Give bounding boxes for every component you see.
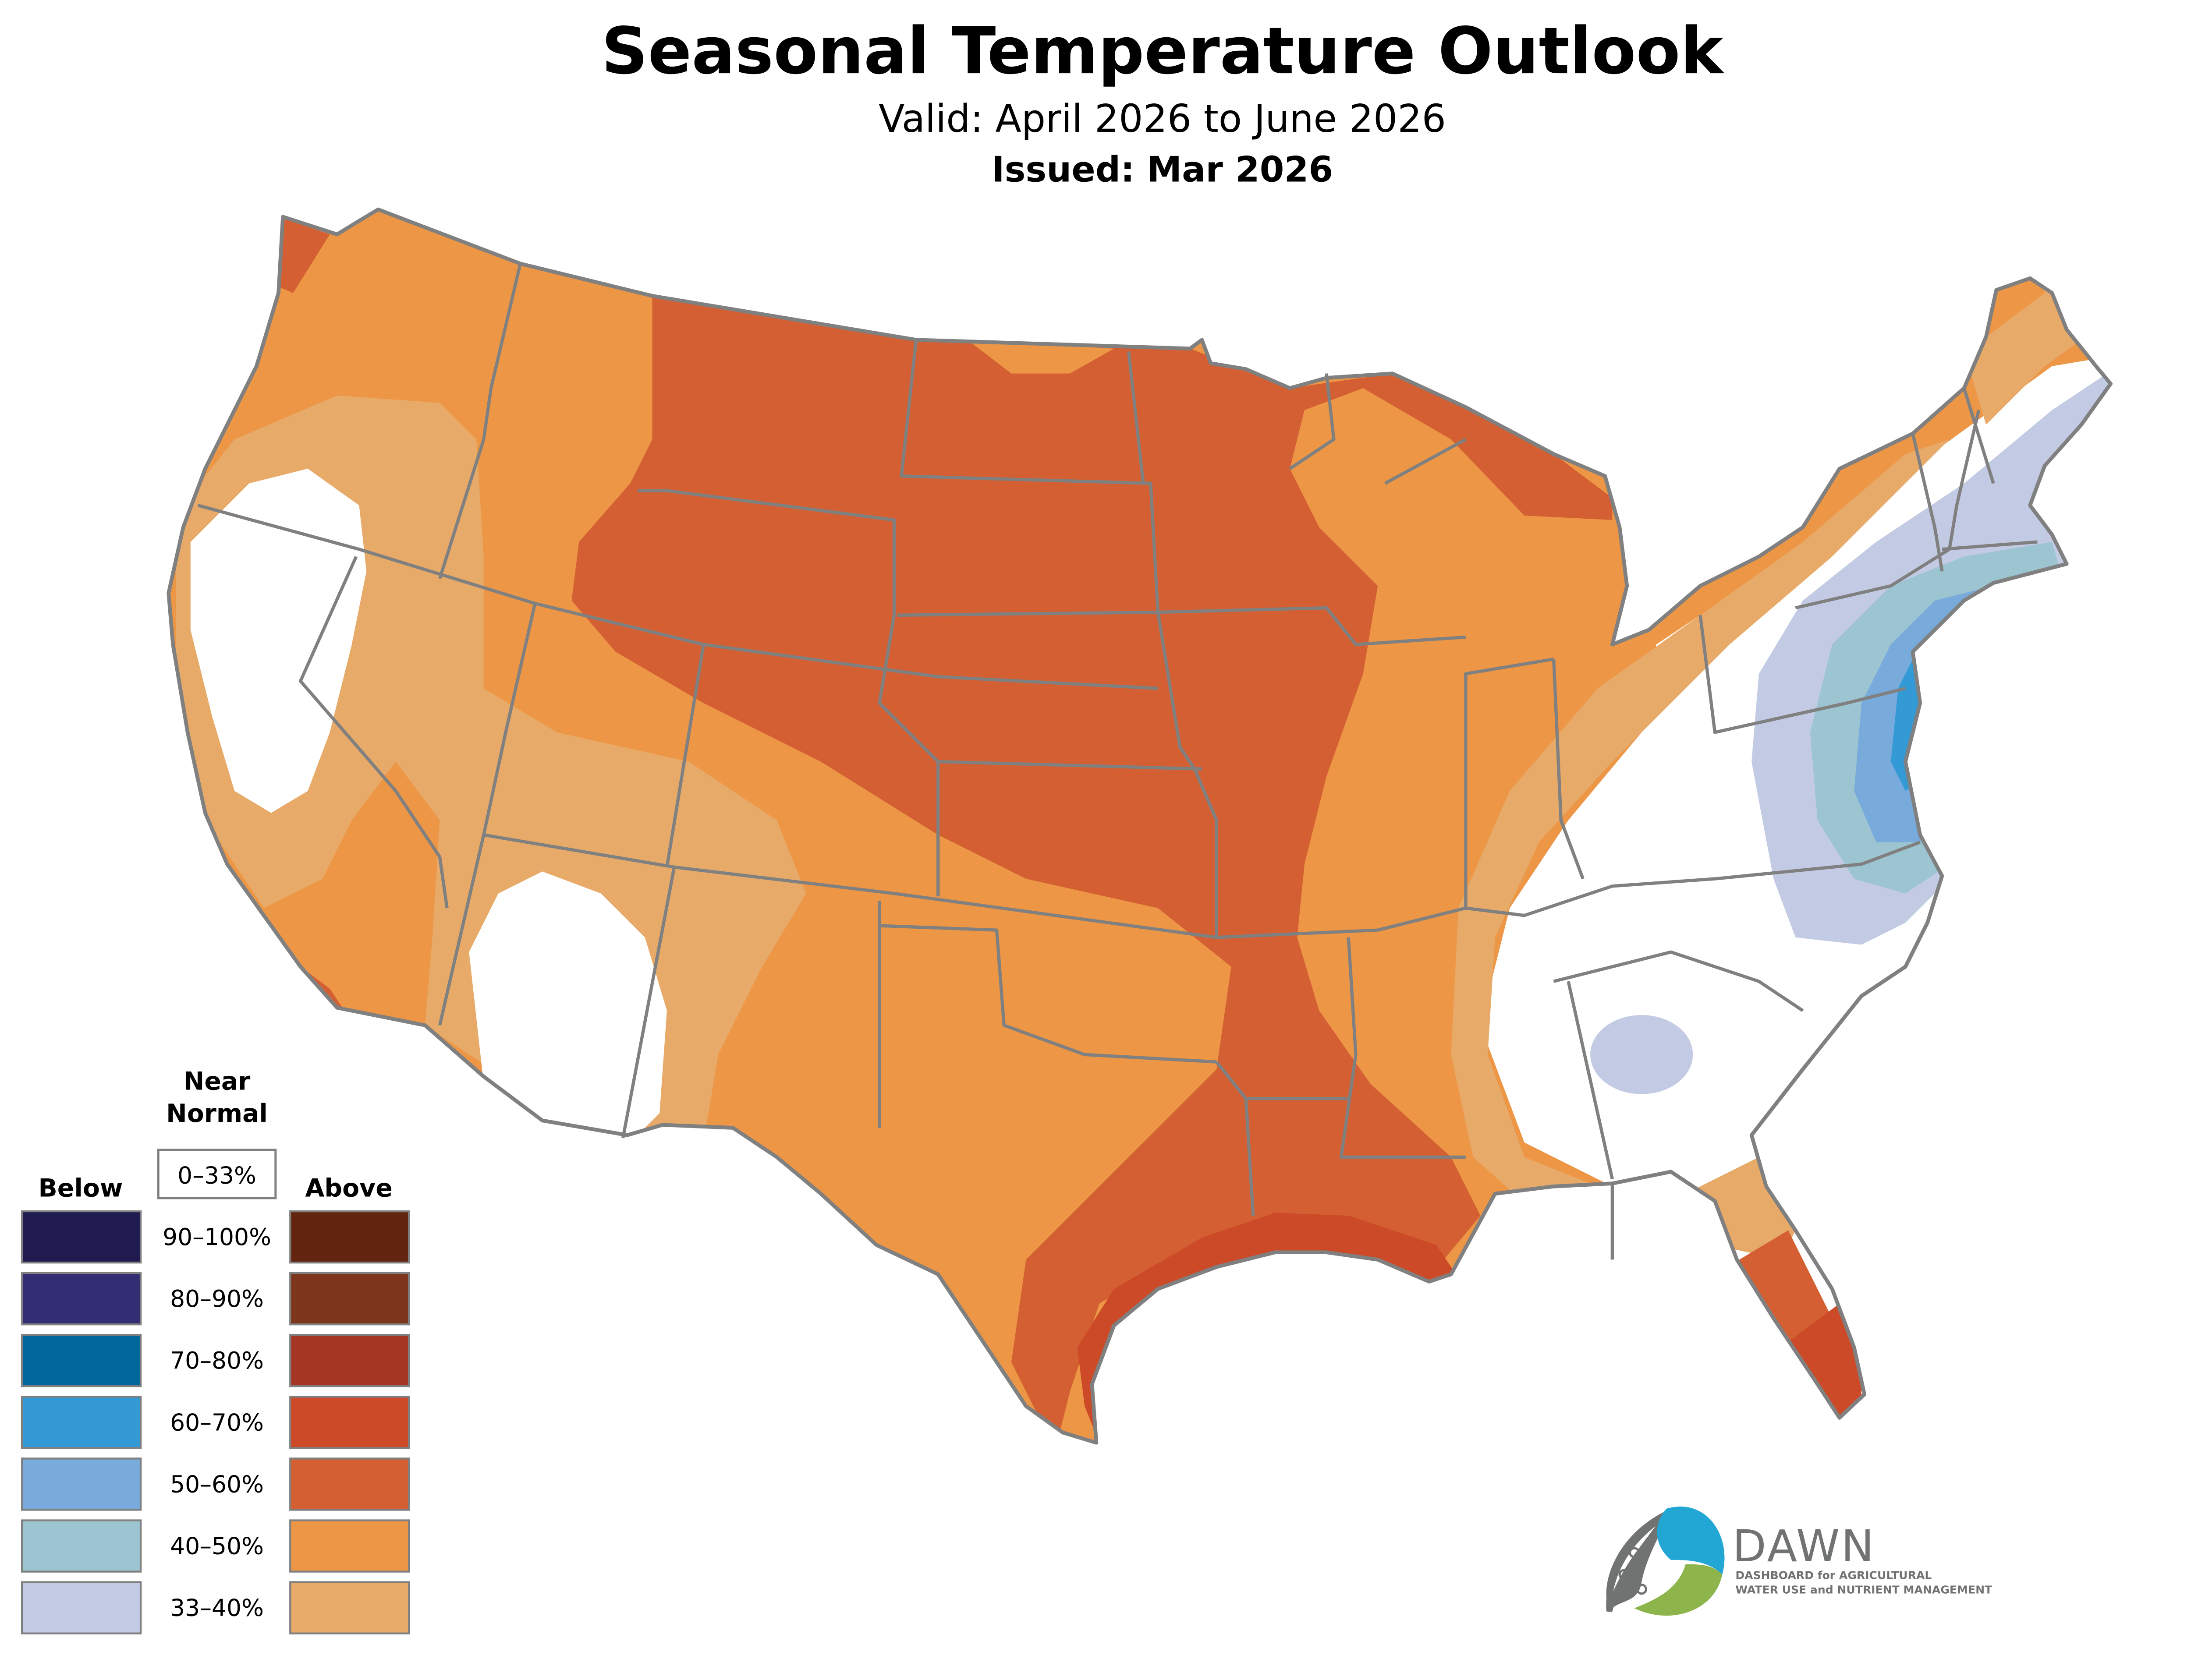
legend-above-swatch [289,1457,410,1511]
legend-row-label: 80–90% [170,1285,264,1312]
page-title: Seasonal Temperature Outlook [602,13,1725,88]
dawn-logo-tagline-line1: DASHBOARD for AGRICULTURAL [1735,1569,1932,1581]
region-near-normal-west [190,468,367,813]
legend-row-label: 33–40% [170,1594,264,1622]
legend-above-swatch [289,1210,410,1264]
legend-below-swatch [21,1457,142,1511]
region-above-33-40-east [1451,439,1950,1260]
legend-row-label: 70–80% [170,1347,264,1374]
legend-near-normal-swatch [157,1149,277,1199]
legend-below-swatch [21,1334,142,1387]
state-borders [197,263,2038,1260]
valid-period: Valid: April 2026 to June 2026 [879,96,1446,141]
legend-row-label: 40–50% [170,1532,264,1560]
logo-green-leaf [1634,1564,1723,1616]
legend-rows: 90–100% 80–90% 70–80% 60–70% 50–60% 40–50% 33–… [21,1210,410,1634]
legend-below-title: Below [38,1174,123,1203]
issued-date: Issued: Mar 2026 [992,149,1333,190]
legend-below-swatch [21,1581,142,1634]
dawn-logo-icon [1606,1507,1725,1616]
legend-near-normal-title-line2: Normal [166,1099,268,1128]
region-near-normal-southwest [469,871,667,1142]
legend-above-swatch [289,1581,410,1634]
legend-row-label: 60–70% [170,1408,264,1436]
logo-blue-leaf [1657,1507,1725,1575]
legend-above-swatch [289,1519,410,1573]
legend-near-normal-title-line1: Near [184,1067,251,1096]
dawn-logo-tagline-line2: WATER USE and NUTRIENT MANAGEMENT [1735,1584,1992,1596]
region-above-50-60-central [571,293,1613,1443]
legend-near-normal-range: 0–33% [177,1162,256,1189]
legend-row-label: 50–60% [170,1470,264,1498]
region-above-50-60-wa [275,216,330,293]
legend-above-swatch [289,1396,410,1449]
region-below-33-40-georgia [1590,1015,1693,1094]
legend: Near Normal 0–33% Below Above 90–100% 80–… [21,1067,410,1634]
legend-below-swatch [21,1210,142,1264]
legend-below-swatch [21,1519,142,1573]
legend-below-swatch [21,1272,142,1326]
dawn-logo: DAWN DASHBOARD for AGRICULTURAL WATER US… [1606,1507,1992,1616]
legend-above-swatch [289,1272,410,1326]
legend-row-label: 90–100% [163,1223,271,1251]
probability-shading [168,209,2111,1443]
legend-above-title: Above [305,1174,392,1203]
region-above-40-50-nd-notch [967,340,1114,374]
legend-above-swatch [289,1334,410,1387]
region-above-60-70-florida [1781,1303,1865,1428]
legend-below-swatch [21,1396,142,1449]
dawn-logo-name: DAWN [1733,1521,1875,1572]
logo-circuit-drop [1606,1512,1670,1612]
